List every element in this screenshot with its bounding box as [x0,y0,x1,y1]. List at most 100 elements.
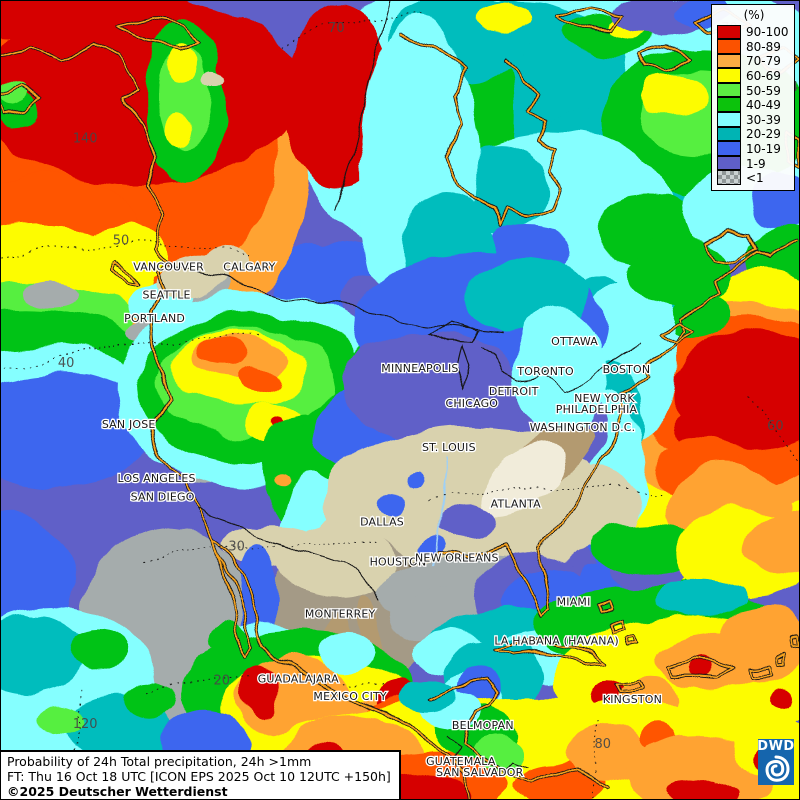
graticule-label: 50 [113,233,129,248]
graticule-label: 80 [595,737,611,752]
city-label: SAN SALVADOR [436,766,524,779]
city-label: SEATTLE [142,288,190,301]
legend-rows: 90-100 80-89 70-79 60-69 50-59 40-49 30-39 20-2… [717,24,791,186]
city-label: CALGARY [223,260,275,273]
dwd-logo-text: DWD [757,739,795,754]
probability-blob [1,372,157,488]
dwd-logo: DWD [757,739,795,785]
legend-swatch [717,126,741,142]
city-label: KINGSTON [603,693,662,706]
probability-blob [644,77,711,118]
probability-blob [419,534,446,555]
city-label: LOS ANGELES [118,472,196,485]
legend-label: 1-9 [746,156,766,171]
graticule-label: 120 [73,717,98,732]
legend-swatch [717,53,741,69]
probability-blob [319,632,372,671]
city-label: NEW ORLEANS [415,552,499,565]
info-bar: Probability of 24h Total precipitation, … [1,750,401,799]
legend-row: 20-29 [717,126,791,142]
graticule-label: 60 [767,419,783,434]
probability-blob [382,775,474,799]
city-label: TORONTO [516,365,574,378]
city-label: MIAMI [557,595,591,608]
probability-blob [477,444,566,517]
city-label: PORTLAND [124,312,185,325]
city-label: BOSTON [603,363,651,376]
city-label: MONTERREY [305,607,376,620]
probability-blob [632,236,731,309]
city-label: BELMOPAN [452,719,514,732]
probability-blob [656,582,743,617]
legend-label: <1 [746,171,764,186]
legend-row: 30-39 [717,112,791,128]
city-label: OTTAWA [551,335,598,348]
legend-row: 90-100 [717,24,791,40]
legend-title: (%) [743,8,765,22]
legend-row: <1 [717,170,791,186]
legend-label: 10-19 [746,142,781,157]
graticule-label: 20 [213,673,229,688]
probability-blob [166,115,191,146]
legend-swatch [717,82,741,98]
probability-blob [241,666,276,713]
probability-blob [279,520,398,599]
map-title: Probability of 24h Total precipitation, … [7,754,312,769]
city-label: NEW YORK [574,392,635,405]
probability-blob [167,43,198,82]
legend-swatch [717,24,741,40]
city-label: LA HABANA (HAVANA) [494,634,619,647]
probability-blob [25,278,80,307]
probability-blob [566,725,649,784]
city-label: WASHINGTON D.C. [530,421,636,434]
city-label: SAN DIEGO [131,491,195,504]
probability-blob [197,337,252,368]
probability-blob [474,3,535,34]
legend-swatch [717,141,741,156]
probability-blob [74,225,167,286]
legend-swatch [717,39,741,54]
probability-blob [1,1,119,37]
legend-row: 60-69 [717,68,791,84]
legend-label: 50-59 [746,83,781,98]
probability-blob [513,306,606,438]
graticule-label: 140 [73,132,98,147]
probability-blob [401,468,422,485]
probability-blob [237,365,280,392]
legend-label: 20-29 [746,127,781,142]
city-label: SAN JOSE [102,418,156,431]
probability-blob [207,626,250,657]
dwd-spiral-icon [765,755,790,782]
legend-label: 80-89 [746,39,781,54]
probability-blob [202,69,229,88]
city-label: ST. LOUIS [422,441,476,454]
graticule-label: 70 [328,21,344,36]
probability-blob [663,775,746,799]
city-label: MEXICO CITY [313,690,387,703]
probability-blob [440,505,495,540]
legend-swatch [717,170,741,186]
legend-row: 40-49 [717,97,791,113]
map-labels: 707040140504060302012080VANCOUVERCALGARY… [58,21,799,780]
legend-row: 50-59 [717,82,791,98]
city-label: GUATEMALA [426,755,496,768]
city-label: ATLANTA [491,498,541,511]
legend-swatch [717,112,741,127]
legend-label: 40-49 [746,98,781,113]
probability-blob [35,702,82,733]
probability-blob [270,476,289,491]
probability-blob [770,683,797,706]
legend-row: 70-79 [717,53,791,69]
city-label: MINNEAPOLIS [381,362,458,375]
city-label: PHILADELPHIA [556,403,638,416]
legend-row: 10-19 [717,141,791,157]
legend-row: 80-89 [717,39,791,55]
legend-label: 60-69 [746,69,781,84]
city-label: GUADALAJARA [258,672,339,685]
city-label: VANCOUVER [133,260,204,273]
legend-label: 90-100 [746,25,789,40]
graticule-label: 40 [58,356,74,371]
